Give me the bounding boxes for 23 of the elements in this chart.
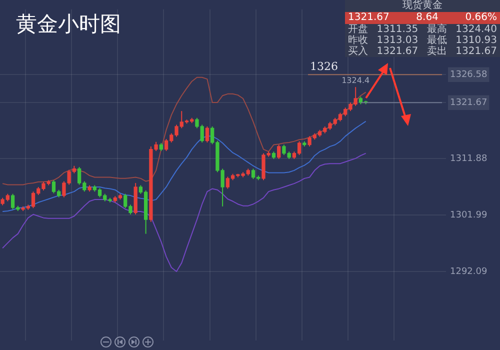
y-tick-label: 1321.67 xyxy=(450,98,488,108)
annotation: 最高 xyxy=(426,24,447,35)
annotation: 卖出 xyxy=(426,46,447,57)
annotation: 1321.67 xyxy=(348,12,390,24)
text: 0.66% xyxy=(465,12,497,24)
y-tick-label: 1301.99 xyxy=(450,210,488,220)
annotation: 1313.03 xyxy=(376,35,418,46)
y-tick-label: 1292.09 xyxy=(450,266,488,277)
annotation: 8.64 xyxy=(416,12,438,24)
annotation: 开盘 xyxy=(348,24,368,35)
annotation: 买入 xyxy=(348,46,368,57)
annotation: 现货黄金 xyxy=(402,0,442,12)
y-tick-label: 1326.58 xyxy=(450,70,488,80)
annotation: 1324.4 xyxy=(342,76,370,86)
chart-title: 黄金小时图 xyxy=(16,11,121,38)
annotation: 1321.67 xyxy=(376,46,418,57)
text: 1310.93 xyxy=(456,35,497,46)
annotation: 昨收 xyxy=(348,35,368,46)
y-tick-label: 1311.88 xyxy=(450,154,488,164)
annotation: 1326 xyxy=(310,60,338,73)
text: 1324.40 xyxy=(456,24,497,35)
annotation: 1311.35 xyxy=(376,24,418,35)
annotation: 最低 xyxy=(426,35,447,46)
